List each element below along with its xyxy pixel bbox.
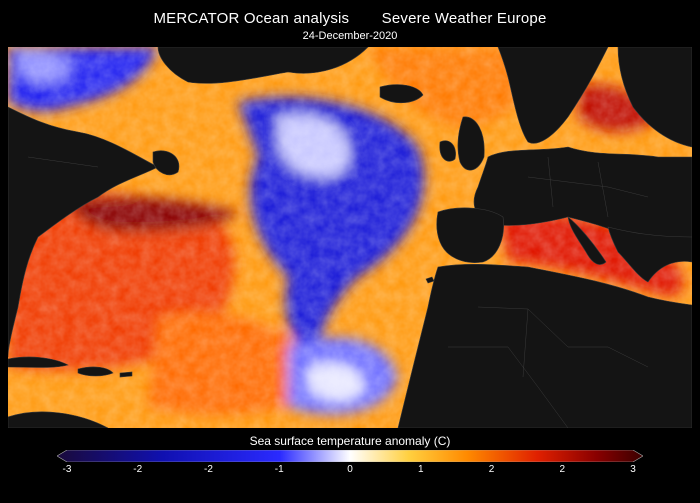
scandinavia xyxy=(497,47,609,144)
colorbar-tick-label: 3 xyxy=(630,464,636,475)
africa-border xyxy=(477,306,649,368)
iberian-peninsula xyxy=(436,207,504,263)
colorbar-tick-label: 1 xyxy=(417,464,424,475)
chart-title: MERCATOR Ocean analysis Severe Weather E… xyxy=(0,10,700,27)
title-publisher: Severe Weather Europe xyxy=(381,10,547,27)
africa-border xyxy=(522,308,529,378)
colorbar-tick-label: -3 xyxy=(62,464,72,475)
colorbar-ticks: -3 -2 -2 -1 0 1 2 2 3 xyxy=(0,464,700,480)
puerto-rico xyxy=(119,371,133,378)
title-source: MERCATOR Ocean analysis xyxy=(153,10,350,27)
colorbar xyxy=(57,450,643,462)
italy xyxy=(567,216,607,265)
north-america-landmass xyxy=(8,106,159,358)
europe-border xyxy=(527,176,649,198)
europe-border xyxy=(597,161,609,218)
america-border xyxy=(27,156,99,168)
analysis-date: 24-December-2020 xyxy=(302,30,398,42)
ireland xyxy=(439,140,456,162)
canary-islands xyxy=(425,276,435,284)
colorbar-tick-label: 0 xyxy=(347,464,353,475)
greenland-landmass xyxy=(157,47,369,84)
colorbar-tick-label: -2 xyxy=(133,464,143,475)
colorbar-tick-label: 2 xyxy=(559,464,566,475)
europe-border xyxy=(547,156,554,208)
sst-anomaly-map xyxy=(8,47,692,428)
colorbar-tick-label: -1 xyxy=(274,464,284,475)
finland-russia xyxy=(617,47,692,148)
africa-landmass xyxy=(397,263,692,428)
newfoundland xyxy=(152,150,180,176)
colorbar-tick-label: -2 xyxy=(204,464,213,475)
balkans-turkey xyxy=(607,226,692,283)
south-america-tip xyxy=(8,411,109,428)
iceland xyxy=(379,84,424,104)
africa-border xyxy=(448,346,569,428)
colorbar-label: Sea surface temperature anomaly (C) xyxy=(249,434,451,448)
hispaniola xyxy=(77,366,114,377)
colorbar-gradient xyxy=(57,450,643,462)
colorbar-tick-label: 2 xyxy=(488,464,495,475)
great-britain xyxy=(457,116,485,171)
cuba xyxy=(8,356,69,368)
